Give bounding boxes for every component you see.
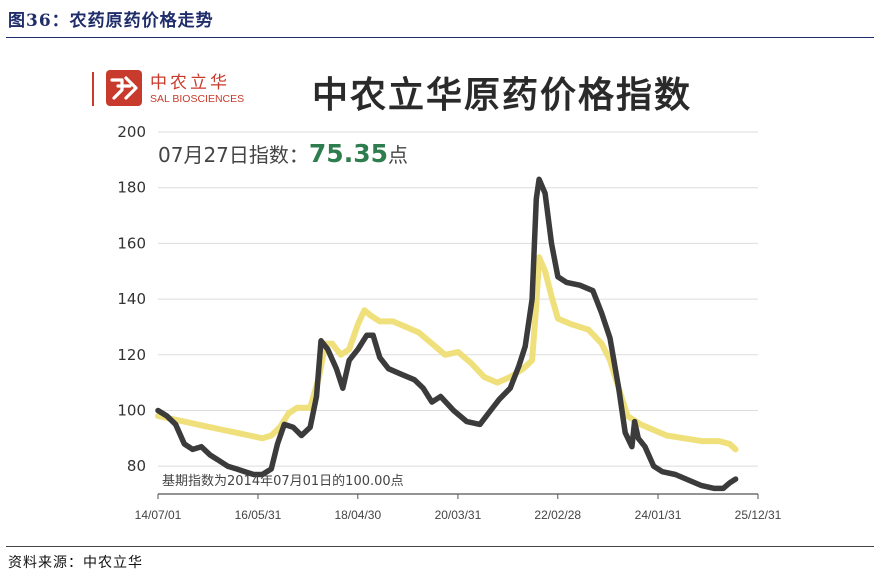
latest-index-value: 75.35: [309, 139, 388, 168]
series-line-black: [155, 176, 739, 492]
y-tick-label: 160: [117, 234, 146, 252]
y-tick-label: 200: [117, 123, 146, 141]
latest-index-annotation: 07月27日指数：75.35点: [158, 139, 408, 168]
logo-chinese-name: 中农立华: [150, 73, 230, 93]
figure-caption: 图36：农药原药价格走势: [8, 11, 214, 31]
series-line-yellow: [155, 254, 739, 453]
logo-emblem-icon: [106, 70, 142, 106]
y-tick-label: 120: [117, 346, 146, 364]
x-tick-label: 14/07/01: [135, 508, 182, 522]
y-tick-label: 140: [117, 290, 146, 308]
y-tick-label: 80: [127, 457, 146, 475]
x-tick-label: 20/03/31: [435, 508, 482, 522]
x-tick-label: 22/02/28: [534, 508, 581, 522]
y-tick-label: 180: [117, 179, 146, 197]
y-tick-label: 100: [117, 401, 146, 419]
bottom-divider: [6, 546, 874, 547]
axis-layer: 80 100 120 140 160 180 200 14/07/01 16/05/31 18/0…: [117, 123, 781, 522]
chart-title: 中农立华原药价格指数: [312, 75, 693, 116]
x-tick-label: 24/01/31: [635, 508, 682, 522]
latest-index-prefix: 07月27日指数：: [158, 143, 309, 167]
grid-layer: [158, 131, 758, 467]
logo-english-name: SAL BIOSCIENCES: [150, 93, 245, 105]
base-period-note: 基期指数为2014年07月01日的100.00点: [162, 473, 404, 489]
latest-index-suffix: 点: [388, 143, 408, 167]
x-tick-label: 18/04/30: [334, 508, 381, 522]
source-note: 资料来源：中农立华: [8, 555, 143, 571]
x-tick-label: 25/12/31: [735, 508, 782, 522]
brand-logo: 中农立华 SAL BIOSCIENCES: [92, 66, 262, 110]
logo-divider-bar: [92, 72, 94, 106]
series-layer: [155, 176, 739, 492]
top-divider: [6, 37, 874, 38]
x-tick-label: 16/05/31: [235, 508, 282, 522]
